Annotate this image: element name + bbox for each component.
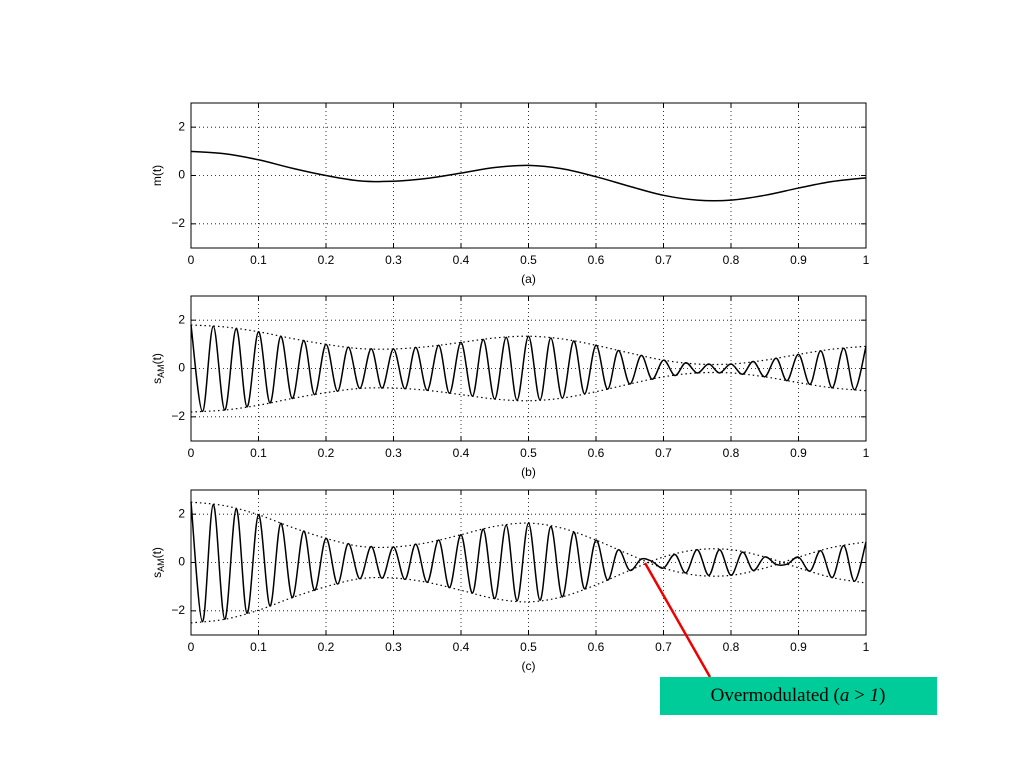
x-tick-label: 0.3	[385, 446, 402, 460]
x-tick-label: 0.9	[790, 253, 807, 267]
annotation-box	[660, 677, 937, 715]
y-axis-label: sAM(t)	[150, 353, 166, 384]
x-axis-label: (a)	[521, 272, 536, 286]
y-label-base: s	[150, 378, 164, 384]
x-tick-label: 0.2	[318, 446, 335, 460]
x-tick-label: 0.5	[520, 640, 537, 654]
x-tick-label: 0.4	[453, 640, 470, 654]
x-tick-label: 1	[863, 640, 870, 654]
y-tick-label: 2	[178, 506, 185, 520]
axes-frame	[190, 489, 867, 636]
annotation-part: )	[879, 685, 885, 706]
x-tick-label: 0.4	[453, 446, 470, 460]
y-tick-label: 0	[178, 168, 185, 182]
x-tick-label: 0.2	[318, 640, 335, 654]
y-label-base: s	[150, 572, 164, 578]
x-tick-label: 0.1	[250, 446, 267, 460]
y-tick-label: −2	[171, 603, 185, 617]
y-label-tail: (t)	[150, 547, 164, 558]
y-axis-label: m(t)	[150, 165, 164, 186]
y-tick-label: 0	[178, 361, 185, 375]
x-tick-label: 1	[863, 253, 870, 267]
annotation-arrow	[643, 562, 712, 678]
x-tick-label: 0.1	[250, 253, 267, 267]
x-tick-label: 1	[863, 446, 870, 460]
y-label-sub: AM	[156, 364, 166, 378]
axes-frame	[190, 295, 867, 442]
y-tick-label: 2	[178, 119, 185, 133]
x-tick-label: 0.6	[588, 640, 605, 654]
x-tick-label: 0.8	[723, 640, 740, 654]
x-tick-label: 0.5	[520, 446, 537, 460]
y-label-tail: (t)	[150, 353, 164, 364]
x-axis-label: (b)	[521, 465, 536, 479]
x-tick-label: 0.3	[385, 253, 402, 267]
x-tick-label: 0	[188, 640, 195, 654]
x-tick-label: 0.6	[588, 446, 605, 460]
y-tick-label: −2	[171, 409, 185, 423]
x-tick-label: 0.1	[250, 640, 267, 654]
annotation-part: >	[849, 685, 869, 706]
y-tick-label: −2	[171, 216, 185, 230]
x-tick-label: 0.9	[790, 446, 807, 460]
x-axis-label: (c)	[522, 659, 536, 673]
y-label-sub: AM	[156, 558, 166, 572]
x-tick-label: 0.8	[723, 253, 740, 267]
signal-line	[190, 324, 867, 413]
signal-line	[190, 150, 867, 202]
x-tick-label: 0.3	[385, 640, 402, 654]
x-tick-label: 0.2	[318, 253, 335, 267]
x-tick-label: 0.4	[453, 253, 470, 267]
x-tick-label: 0.5	[520, 253, 537, 267]
x-tick-label: 0.7	[655, 253, 672, 267]
x-tick-label: 0.8	[723, 446, 740, 460]
annotation-part: 1	[870, 685, 880, 706]
signal-line	[190, 502, 867, 623]
annotation-text: Overmodulated (a > 1)	[711, 685, 886, 706]
x-tick-label: 0	[188, 446, 195, 460]
x-tick-label: 0.7	[655, 446, 672, 460]
annotation-part: Overmodulated (	[711, 685, 840, 706]
x-tick-label: 0.9	[790, 640, 807, 654]
axes-frame	[190, 102, 867, 249]
x-tick-label: 0.7	[655, 640, 672, 654]
y-axis-label: sAM(t)	[150, 547, 166, 578]
annotation-part: a	[840, 685, 850, 706]
x-tick-label: 0	[188, 253, 195, 267]
x-tick-label: 0.6	[588, 253, 605, 267]
y-tick-label: 0	[178, 555, 185, 569]
y-tick-label: 2	[178, 312, 185, 326]
